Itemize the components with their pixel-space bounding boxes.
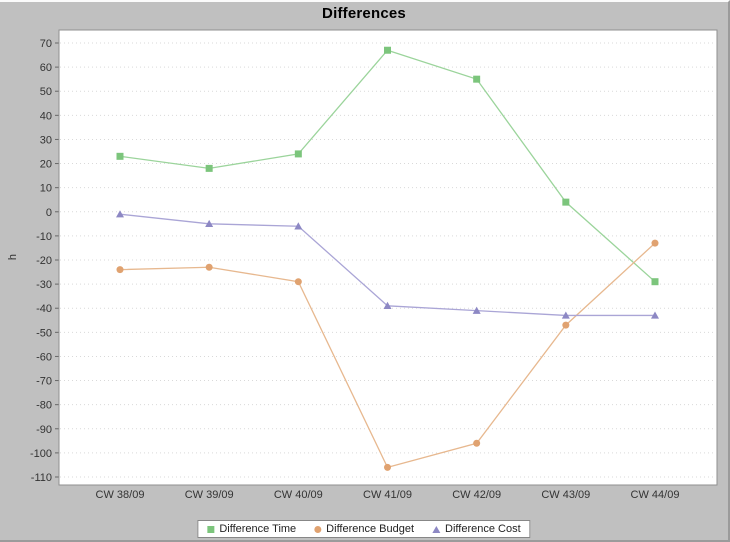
data-point-marker: [383, 301, 392, 310]
legend-item-label: Difference Cost: [445, 523, 521, 535]
y-tick-label: -70: [36, 376, 52, 388]
plot-border: [58, 29, 718, 486]
y-tick-label: -20: [36, 255, 52, 267]
x-category-label: CW 42/09: [452, 489, 501, 501]
y-tick-label: 70: [40, 38, 52, 50]
data-point-marker: [472, 306, 481, 314]
square-marker-icon: [207, 525, 215, 533]
y-tick-label: -60: [36, 351, 52, 363]
x-category-label: CW 40/09: [274, 489, 323, 501]
legend: Difference Time Difference Budget Differen…: [197, 520, 531, 538]
data-point-marker: [473, 75, 481, 83]
x-category-label: CW 39/09: [185, 489, 234, 501]
data-point-marker: [562, 198, 570, 206]
y-tick-label: -100: [30, 448, 52, 460]
y-tick-label: 30: [40, 134, 52, 146]
plot-background: [59, 30, 717, 485]
y-tick-label: 0: [46, 207, 52, 219]
y-tick-label: -90: [36, 424, 52, 436]
x-category-label: CW 41/09: [363, 489, 412, 501]
x-category-label: CW 44/09: [631, 489, 680, 501]
data-point-marker: [651, 278, 659, 286]
y-tick-label: -30: [36, 279, 52, 291]
y-axis-label: h: [7, 253, 19, 261]
legend-item: Difference Cost: [432, 523, 521, 535]
x-category-label: CW 43/09: [541, 489, 590, 501]
plot-area: 70 60 50 40 30 20 10 0 -10 -20 -30 -40 -50 -60 -70 -80 -…: [30, 29, 718, 501]
circle-marker-icon: [314, 525, 322, 533]
chart-title: Differences: [322, 5, 406, 22]
legend-item-label: Difference Time: [219, 523, 297, 535]
y-tick-label: 60: [40, 62, 52, 74]
y-tick-label: -80: [36, 400, 52, 412]
data-point-marker: [294, 150, 302, 158]
data-point-marker: [116, 266, 124, 274]
data-point-marker: [294, 278, 302, 286]
y-tick-label: -40: [36, 303, 52, 315]
data-point-marker: [294, 222, 303, 230]
legend-item-label: Difference Budget: [326, 523, 415, 535]
data-point-marker: [384, 46, 391, 54]
triangle-marker-icon: [432, 525, 441, 533]
y-tick-label: -110: [31, 472, 52, 484]
data-point-marker: [651, 239, 659, 247]
data-point-marker: [116, 152, 124, 160]
data-point-marker: [205, 219, 214, 228]
x-category-label: CW 38/09: [96, 489, 145, 501]
y-tick-label: 20: [40, 159, 52, 171]
legend-item: Difference Budget: [314, 523, 414, 535]
y-tick-label: -50: [36, 327, 52, 339]
data-point-marker: [473, 439, 481, 447]
data-point-marker: [384, 463, 391, 471]
data-point-marker: [116, 210, 124, 218]
y-tick-label: 50: [40, 86, 52, 98]
y-tick-label: -10: [36, 231, 52, 243]
data-point-marker: [561, 311, 570, 319]
data-point-marker: [205, 164, 213, 172]
legend-item: Difference Time: [207, 523, 296, 535]
data-point-marker: [562, 321, 570, 329]
data-point-marker: [205, 263, 213, 271]
y-tick-label: 40: [40, 110, 52, 122]
data-point-marker: [651, 311, 659, 319]
y-tick-label: 10: [40, 183, 52, 195]
